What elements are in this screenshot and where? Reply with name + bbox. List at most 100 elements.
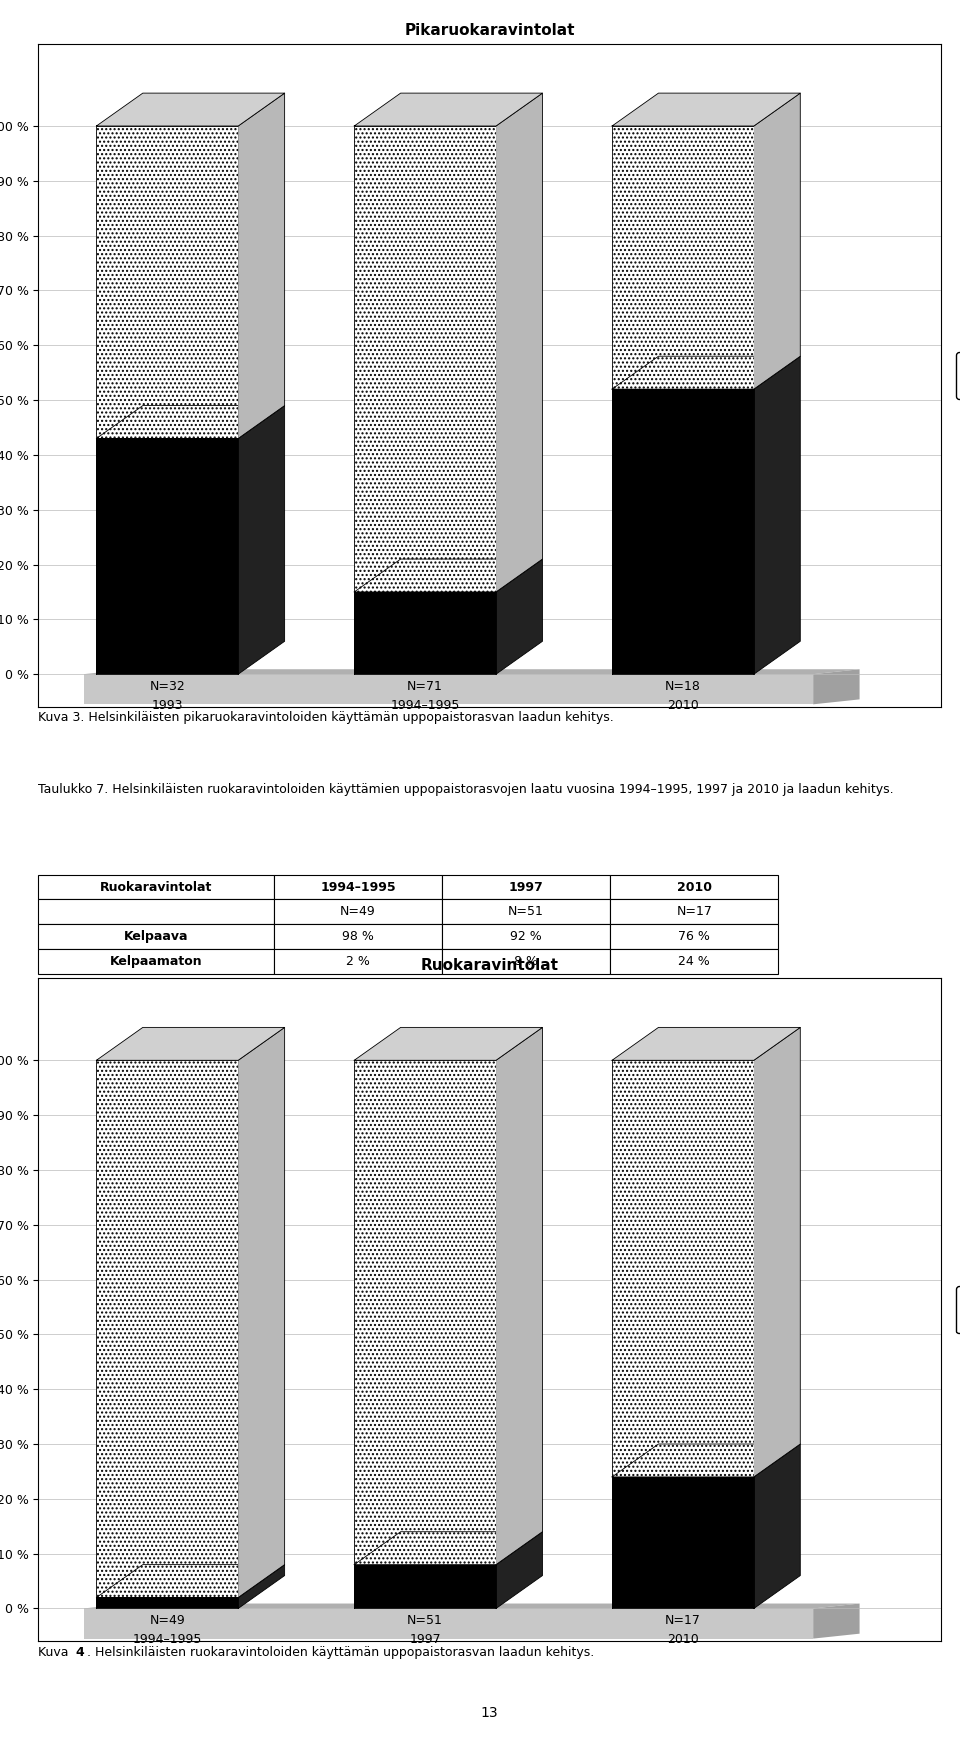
Text: N=32: N=32: [150, 679, 185, 693]
Polygon shape: [84, 1604, 859, 1609]
Polygon shape: [96, 126, 238, 438]
Bar: [611, 874, 779, 900]
Polygon shape: [496, 1532, 542, 1609]
Text: N=17: N=17: [677, 905, 712, 919]
Text: N=51: N=51: [407, 1614, 444, 1627]
Legend: Kelpaava, Kelpaamaton: Kelpaava, Kelpaamaton: [956, 1287, 960, 1333]
Polygon shape: [96, 1565, 284, 1597]
Polygon shape: [612, 389, 754, 674]
Polygon shape: [354, 126, 496, 592]
Polygon shape: [354, 1028, 542, 1061]
Text: 1994–1995: 1994–1995: [320, 881, 396, 893]
Bar: [274, 949, 442, 974]
Text: N=17: N=17: [665, 1614, 701, 1627]
Polygon shape: [754, 1445, 801, 1609]
Polygon shape: [84, 1609, 813, 1639]
Polygon shape: [354, 1532, 542, 1565]
Text: . Helsinkiläisten ruokaravintoloiden käyttämän uppopaistorasvan laadun kehitys.: . Helsinkiläisten ruokaravintoloiden käy…: [87, 1646, 594, 1660]
Polygon shape: [354, 559, 542, 592]
Bar: [274, 925, 442, 949]
Text: 1997: 1997: [509, 881, 543, 893]
Bar: [611, 900, 779, 925]
Polygon shape: [612, 126, 754, 389]
Bar: [274, 874, 442, 900]
Text: Taulukko 7. Helsinkiläisten ruokaravintoloiden käyttämien uppopaistorasvojen laa: Taulukko 7. Helsinkiläisten ruokaravinto…: [38, 783, 894, 797]
Bar: [38, 900, 274, 925]
Text: 2010: 2010: [667, 699, 699, 713]
Polygon shape: [96, 93, 284, 126]
Text: Kelpaamaton: Kelpaamaton: [109, 954, 203, 968]
Polygon shape: [496, 1028, 542, 1565]
Polygon shape: [813, 669, 859, 704]
Polygon shape: [238, 1565, 284, 1609]
Polygon shape: [612, 355, 801, 389]
Polygon shape: [96, 438, 238, 674]
Text: 24 %: 24 %: [679, 954, 710, 968]
Text: 76 %: 76 %: [679, 930, 710, 944]
Bar: [442, 874, 611, 900]
Bar: [611, 949, 779, 974]
Polygon shape: [96, 406, 284, 438]
Text: N=49: N=49: [150, 1614, 185, 1627]
Text: 1997: 1997: [409, 1634, 441, 1646]
Bar: [38, 949, 274, 974]
Polygon shape: [96, 1061, 238, 1597]
Polygon shape: [612, 1445, 801, 1476]
Text: Kuva 3. Helsinkiläisten pikaruokaravintoloiden käyttämän uppopaistorasvan laadun: Kuva 3. Helsinkiläisten pikaruokaravinto…: [38, 711, 614, 723]
Text: 2010: 2010: [667, 1634, 699, 1646]
Polygon shape: [754, 355, 801, 674]
Polygon shape: [238, 93, 284, 438]
Text: 8 %: 8 %: [515, 954, 539, 968]
Polygon shape: [813, 1604, 859, 1639]
Text: 1993: 1993: [152, 699, 183, 713]
Text: 1994–1995: 1994–1995: [391, 699, 460, 713]
Bar: [354, 126, 496, 592]
Bar: [612, 1061, 754, 1476]
Polygon shape: [238, 1028, 284, 1597]
Text: N=51: N=51: [508, 905, 544, 919]
Polygon shape: [84, 669, 859, 674]
Bar: [354, 1061, 496, 1565]
Polygon shape: [496, 559, 542, 674]
Bar: [611, 925, 779, 949]
Text: Ruokaravintolat: Ruokaravintolat: [100, 881, 212, 893]
Bar: [274, 900, 442, 925]
Title: Ruokaravintolat: Ruokaravintolat: [420, 958, 559, 974]
Text: 2 %: 2 %: [346, 954, 370, 968]
Polygon shape: [612, 1028, 801, 1061]
Bar: [96, 1061, 238, 1597]
Polygon shape: [354, 592, 496, 674]
Bar: [612, 126, 754, 389]
Polygon shape: [96, 1028, 284, 1061]
Text: N=71: N=71: [407, 679, 444, 693]
Polygon shape: [238, 406, 284, 674]
Polygon shape: [754, 1028, 801, 1476]
Polygon shape: [754, 93, 801, 389]
Bar: [442, 900, 611, 925]
Polygon shape: [612, 1476, 754, 1609]
Polygon shape: [96, 1597, 238, 1609]
Bar: [38, 874, 274, 900]
Bar: [38, 925, 274, 949]
Polygon shape: [354, 1061, 496, 1565]
Bar: [442, 949, 611, 974]
Polygon shape: [354, 93, 542, 126]
Text: 13: 13: [481, 1707, 498, 1721]
Legend: Kelpaava, Kelpaamaton: Kelpaava, Kelpaamaton: [956, 352, 960, 399]
Polygon shape: [612, 1061, 754, 1476]
Polygon shape: [496, 93, 542, 592]
Polygon shape: [84, 674, 813, 704]
Bar: [96, 126, 238, 438]
Polygon shape: [612, 93, 801, 126]
Text: 2010: 2010: [677, 881, 711, 893]
Text: N=49: N=49: [340, 905, 375, 919]
Text: N=18: N=18: [665, 679, 701, 693]
Text: Kelpaava: Kelpaava: [124, 930, 188, 944]
Text: 4: 4: [76, 1646, 84, 1660]
Text: 98 %: 98 %: [342, 930, 373, 944]
Title: Pikaruokaravintolat: Pikaruokaravintolat: [404, 23, 575, 39]
Polygon shape: [354, 1565, 496, 1609]
Text: 92 %: 92 %: [510, 930, 542, 944]
Text: Kuva: Kuva: [38, 1646, 73, 1660]
Bar: [442, 925, 611, 949]
